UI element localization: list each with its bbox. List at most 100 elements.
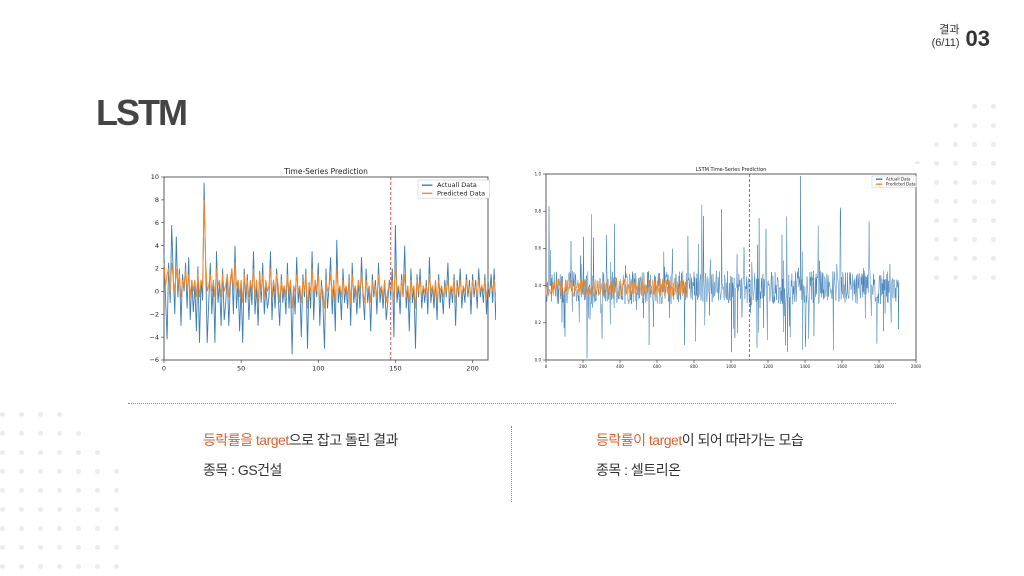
- x-tick-label: 1600: [837, 364, 848, 369]
- decor-dot: [934, 256, 939, 261]
- x-tick-label: 200: [579, 364, 587, 369]
- decor-dot: [114, 469, 119, 474]
- decorative-dot-grid-left: [0, 412, 140, 576]
- left-caption-highlight: 등락률을 target: [203, 432, 289, 448]
- decor-dot: [19, 450, 24, 455]
- right-caption-rest: 이 되어 따라가는 모습: [681, 432, 804, 448]
- right-caption-detail: 종목 : 셀트리온: [596, 462, 681, 478]
- decor-dot: [57, 545, 62, 550]
- decor-dot: [953, 275, 958, 280]
- right-chart-svg: LSTM Time-Series Prediction 0 200 400 600 800…: [535, 167, 922, 369]
- decor-dot: [19, 412, 24, 417]
- x-tick-label: 600: [653, 364, 661, 369]
- decor-dot: [95, 545, 100, 550]
- decor-dot: [114, 564, 119, 569]
- decor-dot: [972, 180, 977, 185]
- decor-dot: [953, 256, 958, 261]
- left-caption-detail: 종목 : GS건설: [203, 462, 282, 478]
- legend-label: Predicted Data: [437, 189, 485, 197]
- decor-dot: [95, 526, 100, 531]
- decor-dot: [972, 142, 977, 147]
- decor-dot: [38, 450, 43, 455]
- section-label: 결과: [939, 24, 960, 36]
- y-tick-label: 1.0: [535, 171, 542, 176]
- decor-dot: [76, 469, 81, 474]
- decor-dot: [972, 104, 977, 109]
- legend-box: [871, 175, 917, 188]
- decor-dot: [57, 431, 62, 436]
- decor-dot: [0, 507, 5, 512]
- y-tick-label: 4: [155, 242, 159, 250]
- decor-dot: [991, 161, 996, 166]
- decor-dot: [57, 564, 62, 569]
- y-tick-label: 10: [151, 173, 159, 181]
- decor-dot: [38, 412, 43, 417]
- decor-dot: [991, 142, 996, 147]
- y-tick-label: 0.4: [535, 283, 542, 288]
- x-tick-label: 0: [162, 365, 166, 373]
- decor-dot: [114, 507, 119, 512]
- decor-dot: [991, 256, 996, 261]
- decor-dot: [934, 275, 939, 280]
- right-caption-line1: 등락률이 target이 되어 따라가는 모습: [596, 430, 804, 450]
- decor-dot: [0, 564, 5, 569]
- decor-dot: [19, 507, 24, 512]
- decor-dot: [95, 507, 100, 512]
- decor-dot: [19, 526, 24, 531]
- page-number-block: 결과 (6/11) 03: [932, 24, 990, 50]
- decor-dot: [0, 431, 5, 436]
- decor-dot: [76, 545, 81, 550]
- decor-dot: [991, 123, 996, 128]
- actual-series-line: [163, 182, 496, 355]
- decor-dot: [57, 488, 62, 493]
- decor-dot: [114, 545, 119, 550]
- decor-dot: [19, 545, 24, 550]
- slide-title: LSTM: [96, 92, 188, 133]
- vertical-divider: [511, 426, 512, 502]
- x-tick-label: 50: [237, 365, 245, 373]
- decor-dot: [38, 431, 43, 436]
- decor-dot: [953, 237, 958, 242]
- decor-dot: [991, 199, 996, 204]
- decor-dot: [38, 469, 43, 474]
- decor-dot: [76, 488, 81, 493]
- decor-dot: [76, 431, 81, 436]
- decor-dot: [114, 488, 119, 493]
- y-tick-label: 2: [155, 265, 159, 273]
- predicted-series-line: [545, 278, 689, 297]
- page-meta: 결과 (6/11): [932, 24, 960, 50]
- x-tick-label: 100: [312, 365, 324, 373]
- decor-dot: [0, 450, 5, 455]
- decor-dot: [934, 180, 939, 185]
- legend-label: Actuall Data: [886, 176, 911, 181]
- decor-dot: [57, 450, 62, 455]
- left-caption-rest: 으로 잡고 돌린 결과: [288, 432, 399, 448]
- y-tick-label: −6: [149, 356, 159, 364]
- right-caption-highlight: 등락률이 target: [596, 432, 682, 448]
- decor-dot: [0, 412, 5, 417]
- page-label: (6/11): [931, 37, 960, 49]
- decor-dot: [972, 218, 977, 223]
- y-tick-label: −2: [149, 310, 159, 318]
- decor-dot: [953, 161, 958, 166]
- decor-dot: [76, 507, 81, 512]
- decor-dot: [953, 180, 958, 185]
- decor-dot: [95, 564, 100, 569]
- decor-dot: [991, 275, 996, 280]
- decor-dot: [76, 564, 81, 569]
- x-tick-label: 800: [690, 364, 698, 369]
- y-tick-label: 0.6: [535, 246, 542, 251]
- decor-dot: [38, 564, 43, 569]
- decor-dot: [38, 488, 43, 493]
- y-tick-label: −4: [149, 333, 159, 341]
- x-tick-label: 1800: [874, 364, 885, 369]
- decor-dot: [0, 526, 5, 531]
- decor-dot: [953, 218, 958, 223]
- x-tick-label: 150: [389, 365, 401, 373]
- decor-dot: [57, 507, 62, 512]
- decor-dot: [19, 431, 24, 436]
- decor-dot: [57, 469, 62, 474]
- right-chart: LSTM Time-Series Prediction 0 200 400 600 800…: [514, 164, 922, 380]
- decor-dot: [991, 218, 996, 223]
- decor-dot: [19, 488, 24, 493]
